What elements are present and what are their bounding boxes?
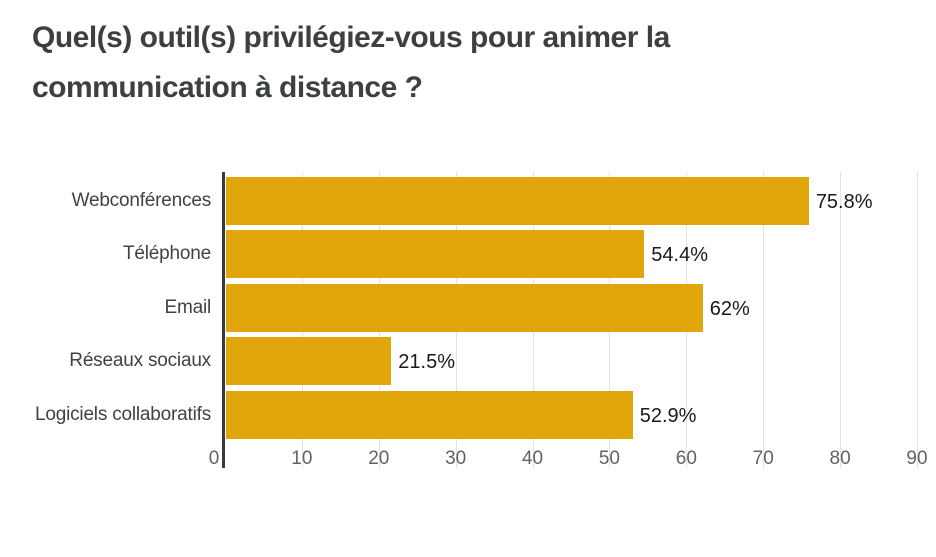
x-tick-label: 0 (208, 448, 220, 469)
chart-title-line-2: communication à distance ? (32, 71, 423, 104)
x-tick-label: 50 (598, 448, 621, 469)
value-label: 62% (709, 297, 750, 320)
chart-title-line-1: Quel(s) outil(s) privilégiez-vous pour a… (32, 21, 670, 54)
bar (226, 283, 703, 332)
gridline (917, 172, 918, 468)
x-tick-label: 60 (675, 448, 697, 469)
y-axis-baseline (222, 172, 225, 468)
category-label: Email (164, 296, 211, 318)
value-label: 75.8% (815, 191, 873, 213)
gridline (840, 172, 842, 468)
category-label: Réseaux sociaux (69, 350, 211, 372)
bar (226, 337, 392, 386)
x-tick-label: 80 (829, 448, 851, 469)
value-label: 54.4% (651, 244, 708, 267)
x-tick-label: 40 (521, 448, 544, 469)
value-label: 52.9% (639, 404, 697, 427)
chart-title: Quel(s) outil(s) privilégiez-vous pour a… (32, 13, 670, 113)
bar (226, 230, 645, 279)
value-label: 21.5% (398, 351, 456, 374)
gridline (763, 172, 765, 468)
category-label: Logiciels collaboratifs (35, 403, 211, 425)
x-tick-label: 90 (906, 448, 928, 469)
bar (226, 177, 809, 225)
bar (226, 390, 633, 439)
x-tick-label: 20 (368, 448, 390, 469)
bar-chart-plot-area: 0 10 20 30 40 50 60 70 80 90 Webconférences 75.8% Té… (35, 172, 928, 469)
category-label: Téléphone (123, 243, 211, 265)
category-label: Webconférences (71, 190, 212, 211)
x-tick-label: 70 (752, 448, 774, 469)
x-tick-label: 10 (291, 448, 313, 469)
x-tick-label: 30 (445, 448, 467, 469)
